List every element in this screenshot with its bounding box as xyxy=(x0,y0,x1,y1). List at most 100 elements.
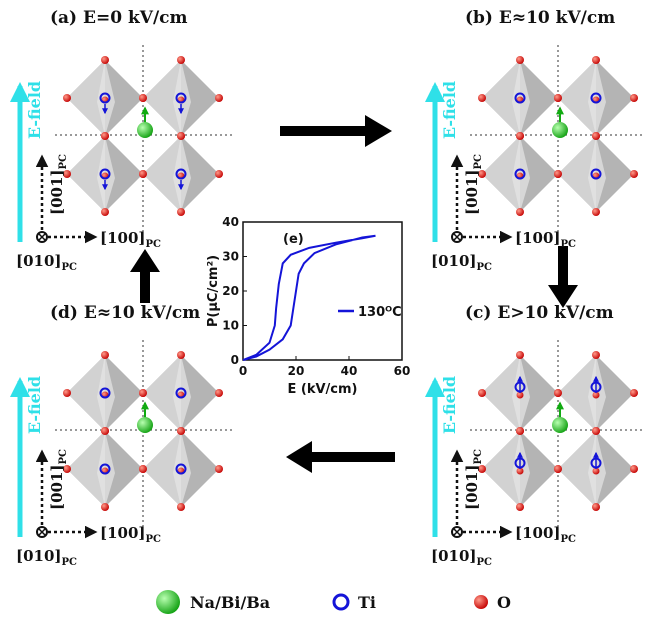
o-atom xyxy=(63,94,71,102)
o-atom xyxy=(63,389,71,397)
o-atom xyxy=(139,465,147,473)
o-atom xyxy=(177,132,185,140)
field-label: E-field xyxy=(440,81,459,139)
axis-label: [100]PC xyxy=(515,524,576,545)
axis-text: [010] xyxy=(431,547,477,565)
o-atom xyxy=(592,427,600,435)
axis-label: [001]PC xyxy=(463,154,484,215)
o-atom xyxy=(554,465,562,473)
o-atom xyxy=(516,132,524,140)
o-atom xyxy=(177,56,185,64)
axis-sub: PC xyxy=(146,239,162,250)
a-site-atom xyxy=(137,122,153,138)
o-atom xyxy=(630,94,638,102)
axis-text: [100] xyxy=(100,229,146,247)
axis-sub: PC xyxy=(561,534,577,545)
y-tick-label: 40 xyxy=(222,215,239,229)
axis-sub: PC xyxy=(58,154,69,170)
o-atom xyxy=(101,56,109,64)
legend-label: Ti xyxy=(358,593,376,612)
panel: (c) E>10 kV/cmE-field[001]PC[100]PC[010]… xyxy=(431,303,645,568)
y-axis-label: P(μC/cm²) xyxy=(206,255,221,327)
o-atom xyxy=(177,351,185,359)
o-atom xyxy=(516,208,524,216)
axis-label: [001]PC xyxy=(463,449,484,510)
panel: (d) E≈10 kV/cmE-field[001]PC[100]PC[010]… xyxy=(16,303,235,568)
a-site-atom xyxy=(552,417,568,433)
axis-sub: PC xyxy=(146,534,162,545)
axis-text: [001] xyxy=(463,464,481,510)
figure: (a) E=0 kV/cmE-field[001]PC[100]PC[010]P… xyxy=(0,0,645,621)
panel: (a) E=0 kV/cmE-field[001]PC[100]PC[010]P… xyxy=(16,8,235,273)
axis-sub: PC xyxy=(477,262,493,273)
axis-label: [010]PC xyxy=(16,252,77,273)
axis-label: [100]PC xyxy=(515,229,576,250)
axis-sub: PC xyxy=(477,557,493,568)
o-atom xyxy=(101,503,109,511)
axis-text: [010] xyxy=(16,547,62,565)
axis-sub: PC xyxy=(561,239,577,250)
panel-label: (a) E=0 kV/cm xyxy=(50,8,188,28)
o-atom xyxy=(139,94,147,102)
o-atom xyxy=(592,208,600,216)
panel-label: (d) E≈10 kV/cm xyxy=(50,303,200,323)
axis-text: [100] xyxy=(100,524,146,542)
panel-label: (b) E≈10 kV/cm xyxy=(465,8,615,28)
o-atom xyxy=(177,503,185,511)
o-atom xyxy=(215,170,223,178)
o-atom xyxy=(592,503,600,511)
legend-label: Na/Bi/Ba xyxy=(190,593,270,612)
legend: Na/Bi/Ba Ti O xyxy=(156,590,511,614)
axis-sub: PC xyxy=(62,262,78,273)
axis-sub: PC xyxy=(62,557,78,568)
o-atom xyxy=(478,389,486,397)
y-tick-label: 30 xyxy=(222,250,239,264)
o-atom xyxy=(554,389,562,397)
legend-label: 130ᴼC xyxy=(358,305,402,320)
o-atom xyxy=(630,389,638,397)
o-atom xyxy=(516,351,524,359)
x-axis-label: E (kV/cm) xyxy=(288,382,358,397)
o-atom xyxy=(101,351,109,359)
o-atom xyxy=(101,427,109,435)
o-atom xyxy=(101,132,109,140)
field-label: E-field xyxy=(25,81,44,139)
axis-text: [001] xyxy=(463,169,481,215)
o-atom xyxy=(177,427,185,435)
axis-text: [010] xyxy=(16,252,62,270)
o-atom xyxy=(177,208,185,216)
o-atom xyxy=(516,427,524,435)
y-tick-label: 10 xyxy=(222,319,239,333)
a-site-atom xyxy=(552,122,568,138)
plot-frame xyxy=(243,222,402,360)
o-atom xyxy=(215,389,223,397)
o-atom xyxy=(630,465,638,473)
o-atom xyxy=(215,94,223,102)
o-atom xyxy=(215,465,223,473)
o-atom xyxy=(554,94,562,102)
field-label: E-field xyxy=(25,376,44,434)
o-atom xyxy=(516,56,524,64)
axis-text: [010] xyxy=(431,252,477,270)
axis-text: [100] xyxy=(515,524,561,542)
x-tick-label: 0 xyxy=(239,364,247,378)
axis-label: [010]PC xyxy=(431,547,492,568)
axis-label: [100]PC xyxy=(100,229,161,250)
y-tick-label: 0 xyxy=(231,353,239,367)
y-tick-label: 20 xyxy=(222,284,239,298)
x-tick-label: 60 xyxy=(394,364,411,378)
panel-label: (e) xyxy=(283,232,304,247)
axis-sub: PC xyxy=(473,154,484,170)
axis-text: [001] xyxy=(48,464,66,510)
axis-text: [100] xyxy=(515,229,561,247)
loop-line xyxy=(243,236,376,360)
o-atom xyxy=(101,208,109,216)
axis-text: [001] xyxy=(48,169,66,215)
o-atom xyxy=(630,170,638,178)
a-site-atom xyxy=(137,417,153,433)
o-atom xyxy=(139,170,147,178)
field-label: E-field xyxy=(440,376,459,434)
axis-sub: PC xyxy=(58,449,69,465)
x-tick-label: 40 xyxy=(341,364,358,378)
